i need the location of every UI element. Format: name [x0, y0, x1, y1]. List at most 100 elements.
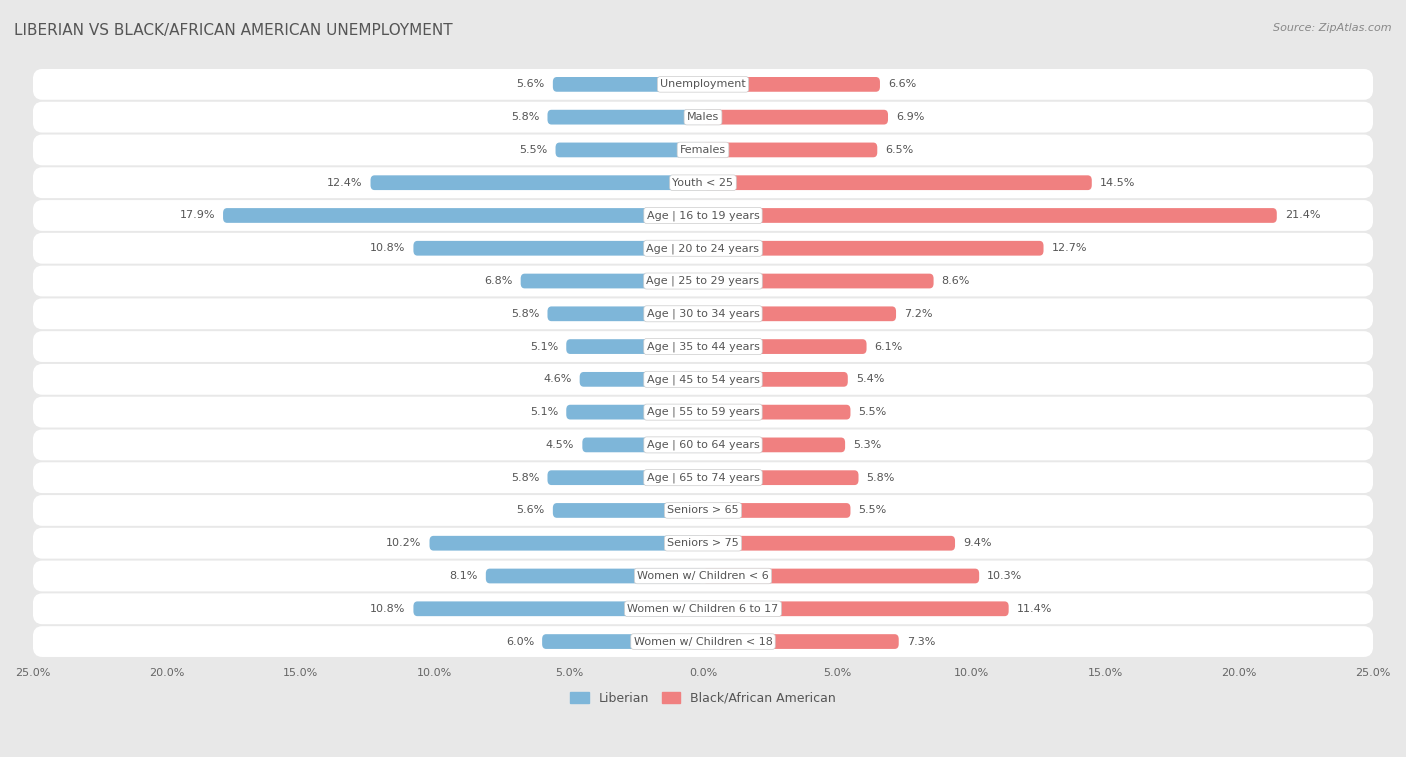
FancyBboxPatch shape [371, 176, 703, 190]
FancyBboxPatch shape [32, 561, 1374, 591]
Text: 5.1%: 5.1% [530, 407, 558, 417]
FancyBboxPatch shape [547, 470, 703, 485]
Text: LIBERIAN VS BLACK/AFRICAN AMERICAN UNEMPLOYMENT: LIBERIAN VS BLACK/AFRICAN AMERICAN UNEMP… [14, 23, 453, 38]
Text: 5.5%: 5.5% [519, 145, 547, 155]
Text: 10.8%: 10.8% [370, 604, 405, 614]
FancyBboxPatch shape [567, 339, 703, 354]
FancyBboxPatch shape [703, 307, 896, 321]
FancyBboxPatch shape [32, 298, 1374, 329]
Text: Women w/ Children 6 to 17: Women w/ Children 6 to 17 [627, 604, 779, 614]
Text: Age | 25 to 29 years: Age | 25 to 29 years [647, 276, 759, 286]
Text: 5.3%: 5.3% [853, 440, 882, 450]
Text: Age | 16 to 19 years: Age | 16 to 19 years [647, 210, 759, 221]
Text: 9.4%: 9.4% [963, 538, 991, 548]
Text: 5.8%: 5.8% [866, 472, 896, 483]
Text: 5.4%: 5.4% [856, 375, 884, 385]
Text: 10.8%: 10.8% [370, 243, 405, 254]
FancyBboxPatch shape [703, 601, 1008, 616]
Text: Age | 65 to 74 years: Age | 65 to 74 years [647, 472, 759, 483]
Text: 5.6%: 5.6% [516, 506, 544, 516]
Text: Age | 30 to 34 years: Age | 30 to 34 years [647, 309, 759, 319]
Text: 6.9%: 6.9% [896, 112, 924, 122]
FancyBboxPatch shape [32, 233, 1374, 263]
Text: 6.1%: 6.1% [875, 341, 903, 351]
Text: Source: ZipAtlas.com: Source: ZipAtlas.com [1274, 23, 1392, 33]
FancyBboxPatch shape [553, 503, 703, 518]
Text: Age | 45 to 54 years: Age | 45 to 54 years [647, 374, 759, 385]
Text: Youth < 25: Youth < 25 [672, 178, 734, 188]
FancyBboxPatch shape [703, 438, 845, 452]
Text: Males: Males [688, 112, 718, 122]
FancyBboxPatch shape [224, 208, 703, 223]
FancyBboxPatch shape [413, 241, 703, 256]
FancyBboxPatch shape [703, 273, 934, 288]
FancyBboxPatch shape [703, 536, 955, 550]
Text: 10.3%: 10.3% [987, 571, 1022, 581]
FancyBboxPatch shape [32, 397, 1374, 428]
Text: 5.5%: 5.5% [859, 506, 887, 516]
Text: 5.1%: 5.1% [530, 341, 558, 351]
Text: 17.9%: 17.9% [180, 210, 215, 220]
Text: 14.5%: 14.5% [1099, 178, 1135, 188]
Legend: Liberian, Black/African American: Liberian, Black/African American [569, 692, 837, 705]
FancyBboxPatch shape [703, 339, 866, 354]
FancyBboxPatch shape [32, 331, 1374, 362]
Text: 5.8%: 5.8% [510, 112, 540, 122]
FancyBboxPatch shape [32, 200, 1374, 231]
FancyBboxPatch shape [703, 634, 898, 649]
FancyBboxPatch shape [543, 634, 703, 649]
FancyBboxPatch shape [703, 77, 880, 92]
FancyBboxPatch shape [703, 405, 851, 419]
Text: 5.8%: 5.8% [510, 472, 540, 483]
Text: 6.5%: 6.5% [886, 145, 914, 155]
Text: Women w/ Children < 18: Women w/ Children < 18 [634, 637, 772, 646]
Text: 12.7%: 12.7% [1052, 243, 1087, 254]
FancyBboxPatch shape [32, 266, 1374, 297]
Text: 21.4%: 21.4% [1285, 210, 1320, 220]
Text: 5.8%: 5.8% [510, 309, 540, 319]
FancyBboxPatch shape [32, 167, 1374, 198]
FancyBboxPatch shape [703, 142, 877, 157]
FancyBboxPatch shape [32, 463, 1374, 493]
FancyBboxPatch shape [520, 273, 703, 288]
FancyBboxPatch shape [555, 142, 703, 157]
FancyBboxPatch shape [547, 307, 703, 321]
FancyBboxPatch shape [553, 77, 703, 92]
FancyBboxPatch shape [32, 135, 1374, 165]
Text: Seniors > 65: Seniors > 65 [668, 506, 738, 516]
FancyBboxPatch shape [32, 101, 1374, 132]
Text: 8.1%: 8.1% [450, 571, 478, 581]
Text: Age | 20 to 24 years: Age | 20 to 24 years [647, 243, 759, 254]
FancyBboxPatch shape [32, 364, 1374, 394]
FancyBboxPatch shape [32, 626, 1374, 657]
FancyBboxPatch shape [703, 470, 859, 485]
Text: 6.6%: 6.6% [889, 79, 917, 89]
FancyBboxPatch shape [703, 110, 889, 125]
Text: 10.2%: 10.2% [387, 538, 422, 548]
Text: Age | 55 to 59 years: Age | 55 to 59 years [647, 407, 759, 417]
Text: Females: Females [681, 145, 725, 155]
FancyBboxPatch shape [582, 438, 703, 452]
FancyBboxPatch shape [703, 176, 1092, 190]
FancyBboxPatch shape [429, 536, 703, 550]
FancyBboxPatch shape [32, 593, 1374, 625]
FancyBboxPatch shape [567, 405, 703, 419]
Text: Age | 60 to 64 years: Age | 60 to 64 years [647, 440, 759, 450]
Text: 7.3%: 7.3% [907, 637, 935, 646]
FancyBboxPatch shape [703, 569, 979, 584]
Text: Unemployment: Unemployment [661, 79, 745, 89]
Text: 4.6%: 4.6% [543, 375, 572, 385]
Text: 5.5%: 5.5% [859, 407, 887, 417]
FancyBboxPatch shape [703, 503, 851, 518]
Text: 4.5%: 4.5% [546, 440, 574, 450]
Text: 8.6%: 8.6% [942, 276, 970, 286]
FancyBboxPatch shape [703, 208, 1277, 223]
Text: 5.6%: 5.6% [516, 79, 544, 89]
FancyBboxPatch shape [413, 601, 703, 616]
FancyBboxPatch shape [703, 241, 1043, 256]
FancyBboxPatch shape [32, 528, 1374, 559]
FancyBboxPatch shape [703, 372, 848, 387]
Text: Seniors > 75: Seniors > 75 [666, 538, 740, 548]
FancyBboxPatch shape [579, 372, 703, 387]
FancyBboxPatch shape [32, 69, 1374, 100]
